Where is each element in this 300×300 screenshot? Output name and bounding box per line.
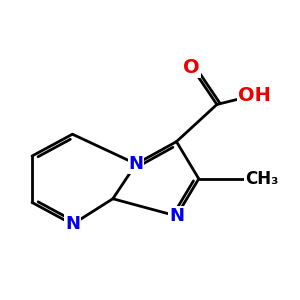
Text: N: N [65,215,80,233]
Text: OH: OH [238,86,271,105]
Text: N: N [129,155,144,173]
Text: O: O [184,58,200,77]
Text: CH₃: CH₃ [245,170,279,188]
Text: N: N [169,207,184,225]
